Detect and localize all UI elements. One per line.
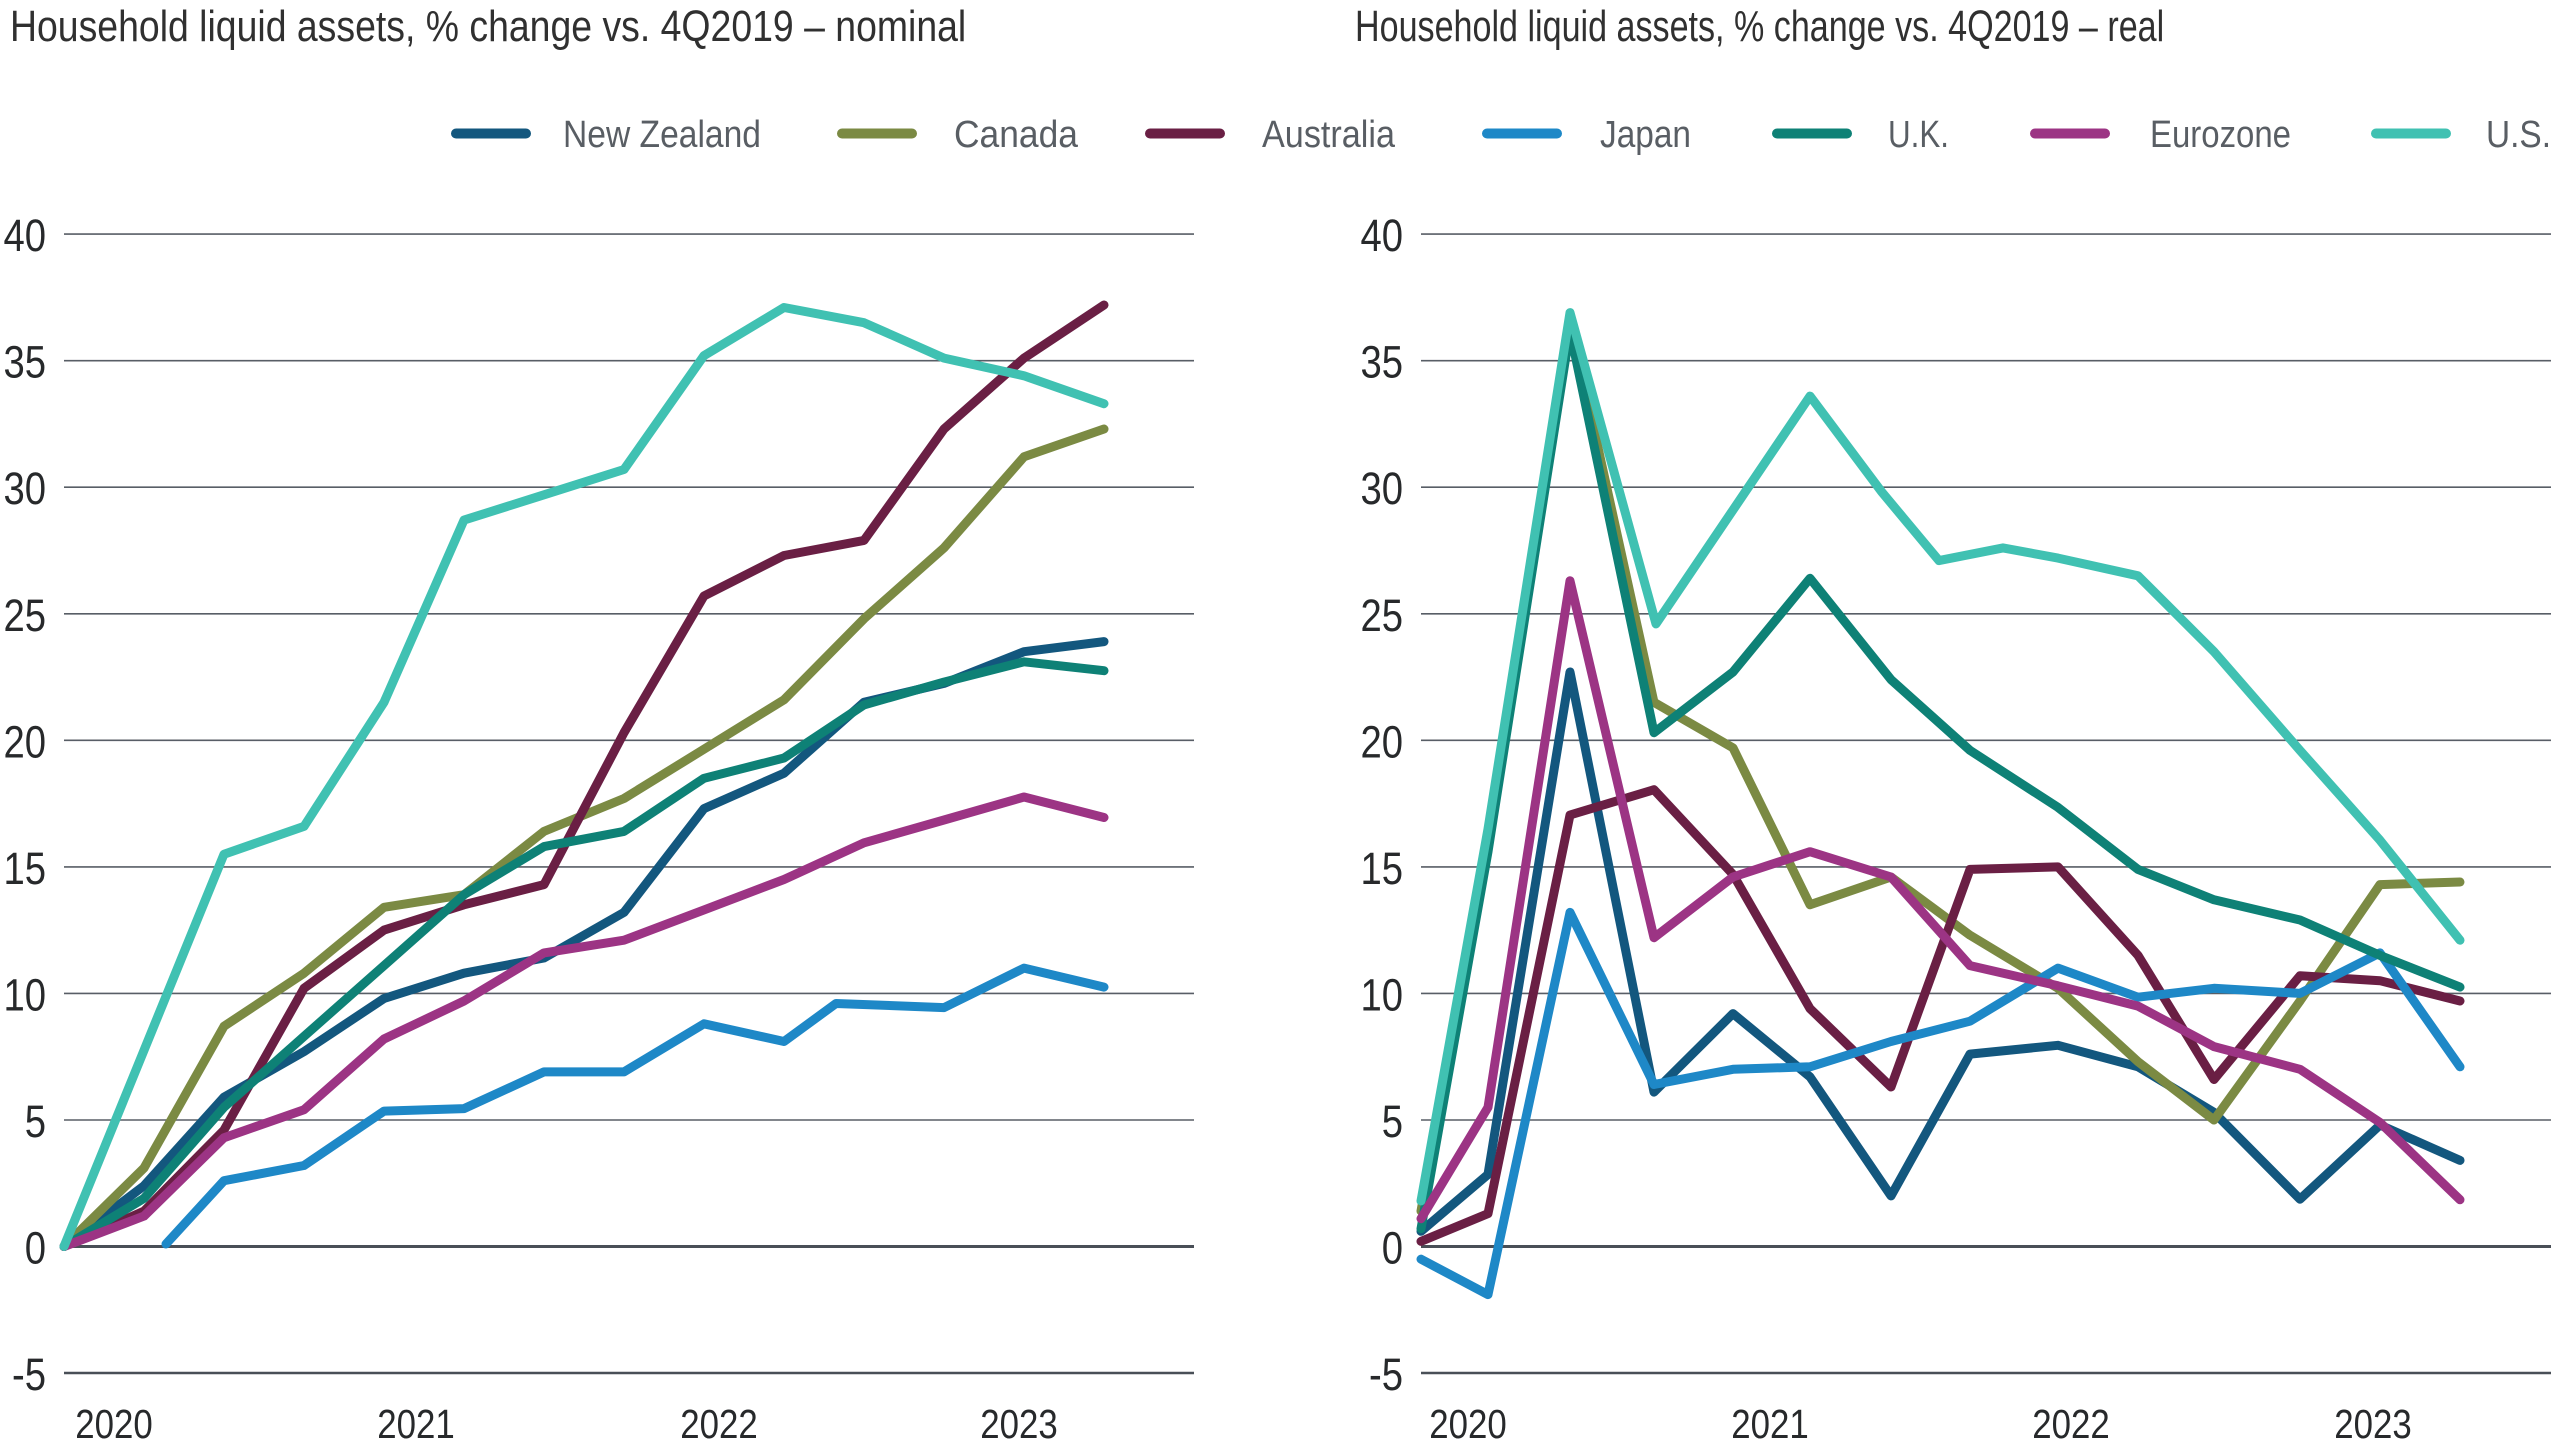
svg-text:2022: 2022	[2032, 1402, 2109, 1440]
svg-text:New Zealand: New Zealand	[563, 114, 761, 156]
svg-text:Japan: Japan	[1600, 114, 1691, 156]
svg-text:15: 15	[3, 843, 46, 894]
svg-text:Household liquid assets, % cha: Household liquid assets, % change vs. 4Q…	[10, 1, 966, 51]
svg-text:Household liquid assets, % cha: Household liquid assets, % change vs. 4Q…	[1355, 1, 2164, 51]
svg-text:U.K.: U.K.	[1888, 114, 1949, 156]
svg-text:5: 5	[1382, 1096, 1403, 1147]
svg-text:10: 10	[1360, 969, 1403, 1020]
svg-text:35: 35	[3, 337, 46, 388]
svg-text:-5: -5	[12, 1349, 46, 1400]
svg-text:25: 25	[1360, 590, 1403, 641]
svg-text:-5: -5	[1369, 1349, 1403, 1400]
svg-text:2022: 2022	[680, 1402, 757, 1440]
svg-text:2020: 2020	[75, 1402, 152, 1440]
svg-text:20: 20	[1360, 716, 1403, 767]
svg-text:0: 0	[25, 1223, 46, 1274]
svg-text:10: 10	[3, 969, 46, 1020]
svg-text:40: 40	[1360, 210, 1403, 261]
svg-text:40: 40	[3, 210, 46, 261]
svg-text:25: 25	[3, 590, 46, 641]
svg-text:30: 30	[1360, 463, 1403, 514]
svg-text:2023: 2023	[2334, 1402, 2411, 1440]
svg-text:20: 20	[3, 716, 46, 767]
svg-text:5: 5	[25, 1096, 46, 1147]
svg-text:15: 15	[1360, 843, 1403, 894]
svg-text:2020: 2020	[1429, 1402, 1506, 1440]
svg-text:2021: 2021	[377, 1402, 454, 1440]
svg-text:30: 30	[3, 463, 46, 514]
svg-text:Canada: Canada	[954, 114, 1079, 156]
svg-text:2021: 2021	[1731, 1402, 1808, 1440]
svg-text:2023: 2023	[980, 1402, 1057, 1440]
svg-text:Australia: Australia	[1262, 114, 1396, 156]
svg-text:35: 35	[1360, 337, 1403, 388]
svg-text:0: 0	[1382, 1223, 1403, 1274]
svg-text:Eurozone: Eurozone	[2150, 114, 2291, 156]
svg-text:U.S.: U.S.	[2486, 114, 2551, 156]
